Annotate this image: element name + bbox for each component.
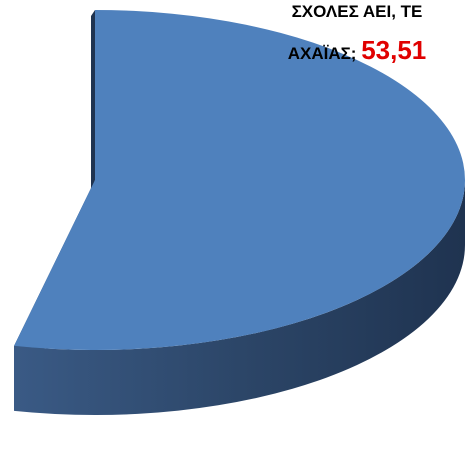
slice-start-face bbox=[91, 10, 95, 193]
category-label: ΣΧΟΛΕΣ ΑΕΙ, ΤΕ ΑΧΑΪΑΣ; bbox=[287, 2, 423, 63]
slice bbox=[14, 10, 465, 350]
slice-side bbox=[14, 180, 465, 415]
data-label: ΣΧΟΛΕΣ ΑΕΙ, ΤΕ ΑΧΑΪΑΣ; 53,51 bbox=[262, 0, 452, 73]
value-label: 53,51 bbox=[361, 35, 427, 65]
